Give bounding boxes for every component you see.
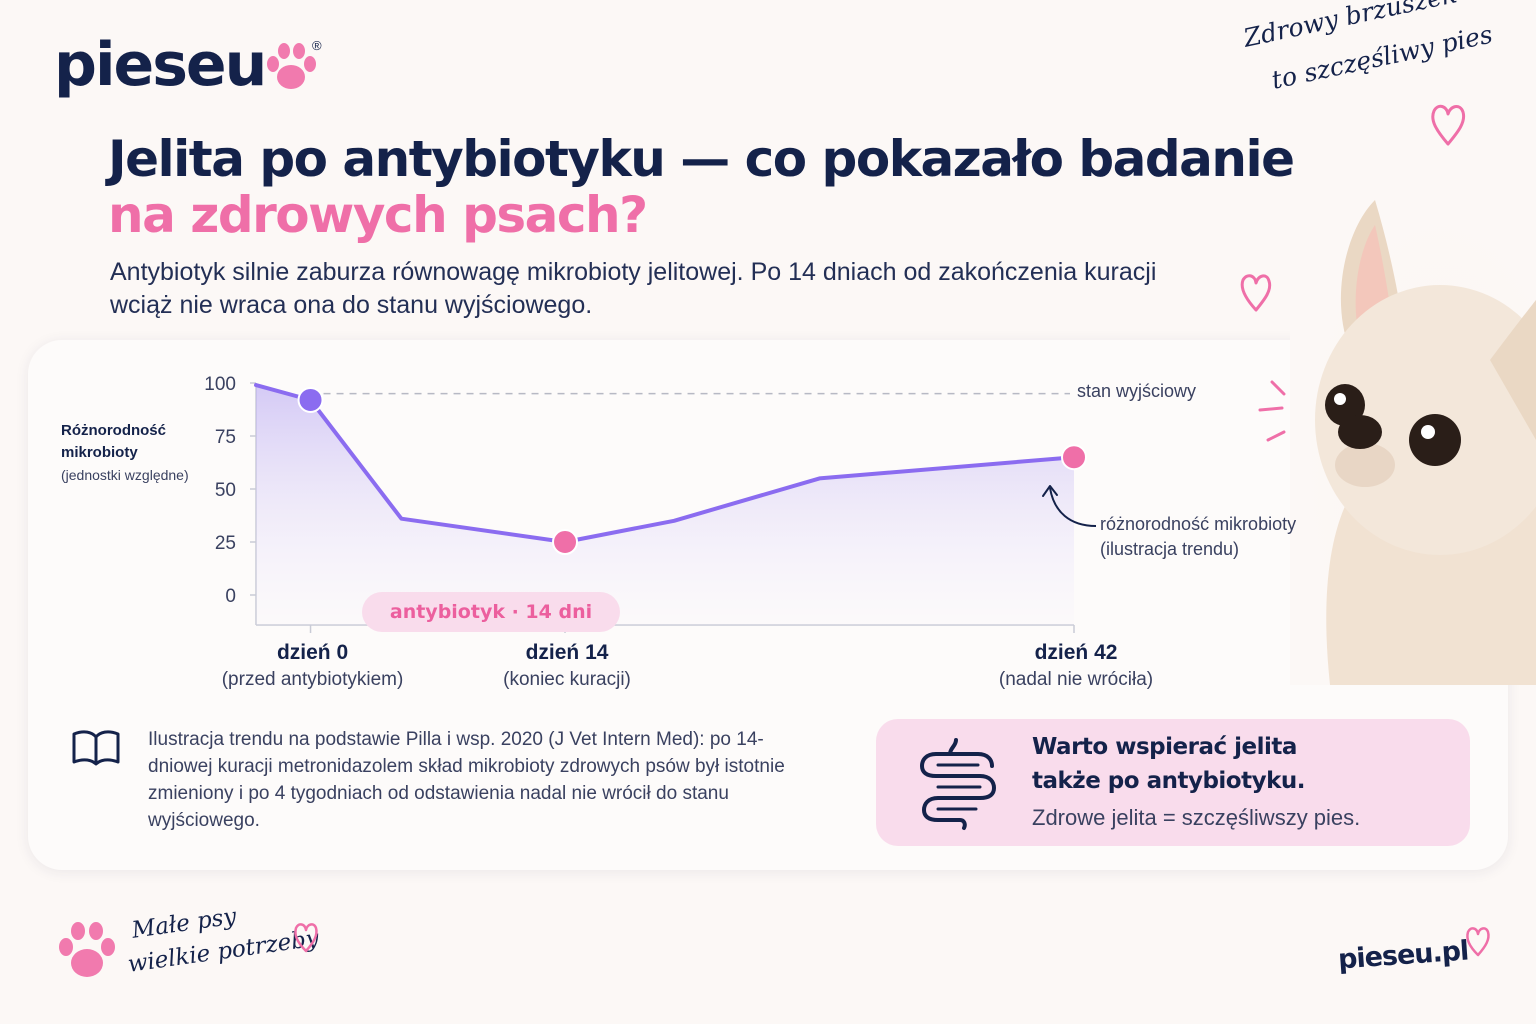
- motion-lines-icon: [1258, 380, 1286, 442]
- chihuahua-photo: [1290, 190, 1536, 685]
- y-axis-label: Różnorodność mikrobioty (jednostki wzglę…: [61, 420, 221, 486]
- y-axis-label-line2: mikrobioty: [61, 444, 138, 461]
- cta-line2: także po antybiotyku.: [1032, 768, 1306, 794]
- intestine-icon: [920, 738, 996, 830]
- series-annotation-line2: (ilustracja trendu): [1100, 539, 1240, 559]
- heart-icon: [1431, 104, 1466, 146]
- paw-icon: [59, 922, 115, 977]
- antibiotic-period-label: antybiotyk · 14 dni: [389, 601, 593, 623]
- source-note: Ilustracja trendu na podstawie Pilla i w…: [148, 729, 785, 831]
- cta-line1: Warto wspierać jelita: [1032, 734, 1297, 760]
- antibiotic-period-pill: antybiotyk · 14 dni: [362, 592, 620, 632]
- registered-mark: ®: [312, 38, 322, 53]
- page-title-line2: na zdrowych psach?: [108, 186, 648, 244]
- y-axis-label-line3: (jednostki względne): [61, 467, 189, 483]
- arrow-icon: [1042, 485, 1097, 527]
- heart-icon: [1466, 927, 1490, 957]
- paw-icon: [267, 43, 316, 89]
- baseline-label: stan wyjściowy: [1077, 381, 1197, 401]
- page-subtitle: Antybiotyk silnie zaburza równowagę mikr…: [110, 258, 1157, 319]
- cta-box: [876, 719, 1470, 846]
- series-annotation-line1: różnorodność mikrobioty: [1100, 514, 1297, 534]
- cta-line3: Zdrowe jelita = szczęśliwszy pies.: [1032, 805, 1361, 830]
- y-axis-label-line1: Różnorodność: [61, 422, 166, 439]
- brand-logo: pieseu: [54, 30, 267, 100]
- website-url[interactable]: pieseu.pl: [1337, 935, 1470, 976]
- book-icon: [72, 730, 120, 766]
- page-title-line1: Jelita po antybiotyku — co pokazało bada…: [108, 130, 1295, 188]
- heart-icon: [294, 923, 318, 953]
- heart-icon: [1240, 274, 1272, 312]
